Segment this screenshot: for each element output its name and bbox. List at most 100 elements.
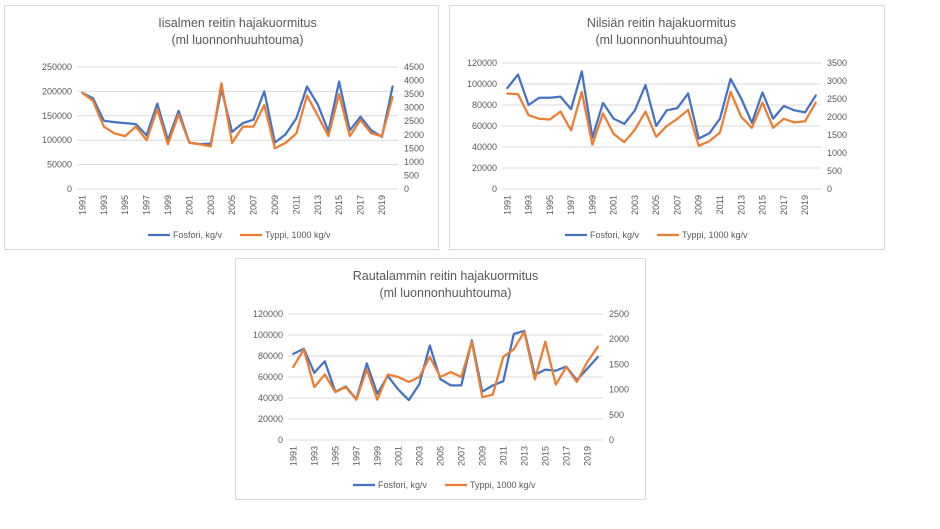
x-tick-label: 1997 — [566, 195, 576, 215]
y-right-tick-label: 1500 — [827, 130, 847, 140]
x-tick-label: 2005 — [227, 195, 237, 215]
y-right-tick-label: 3500 — [827, 58, 847, 68]
y-left-tick-label: 80000 — [472, 100, 497, 110]
x-tick-label: 2007 — [456, 446, 466, 466]
y-left-tick-label: 60000 — [472, 121, 497, 131]
x-tick-label: 1993 — [524, 195, 534, 215]
chart-svg: Rautalammin reitin hajakuormitus (ml luon… — [253, 269, 629, 490]
x-tick-label: 2019 — [377, 195, 387, 215]
x-tick-label: 1999 — [163, 195, 173, 215]
y-left-tick-label: 40000 — [258, 393, 283, 403]
series-line-typpi-1000-kg-v — [292, 330, 599, 401]
x-tick-label: 2003 — [206, 195, 216, 215]
chart-panel-nilsia: Nilsiän reitin hajakuormitus (ml luonnonh… — [449, 5, 885, 250]
y-right-tick-label: 1500 — [609, 359, 629, 369]
chart-title: Rautalammin reitin hajakuormitus — [353, 269, 539, 283]
chart-panel-iisalmi: Iisalmen reitin hajakuormitus (ml luonnon… — [4, 5, 439, 250]
x-tick-label: 2003 — [414, 446, 424, 466]
legend-label-fosfori-kg-v: Fosfori, kg/v — [173, 230, 223, 240]
y-right-tick-label: 1000 — [404, 157, 424, 167]
y-left-tick-label: 0 — [278, 435, 283, 445]
y-left-tick-label: 20000 — [472, 163, 497, 173]
x-tick-label: 2003 — [630, 195, 640, 215]
x-tick-label: 2009 — [270, 195, 280, 215]
legend-label-fosfori-kg-v: Fosfori, kg/v — [378, 480, 428, 490]
y-left-tick-label: 100000 — [42, 135, 72, 145]
y-right-tick-label: 0 — [404, 184, 409, 194]
y-left-tick-label: 100000 — [467, 79, 497, 89]
x-tick-label: 2011 — [715, 195, 725, 214]
series-line-fosfori-kg-v — [81, 80, 394, 146]
x-tick-label: 1999 — [372, 446, 382, 466]
legend-label-typpi-1000-kg-v: Typpi, 1000 kg/v — [682, 230, 748, 240]
y-right-tick-label: 4500 — [404, 62, 424, 72]
y-right-tick-label: 0 — [609, 435, 614, 445]
x-tick-label: 2019 — [800, 195, 810, 215]
y-left-tick-label: 100000 — [253, 330, 283, 340]
y-left-tick-label: 120000 — [467, 58, 497, 68]
x-tick-label: 1999 — [587, 195, 597, 215]
legend-label-fosfori-kg-v: Fosfori, kg/v — [590, 230, 640, 240]
y-left-tick-label: 20000 — [258, 414, 283, 424]
chart-svg: Iisalmen reitin hajakuormitus (ml luonnon… — [42, 16, 424, 240]
x-tick-label: 2001 — [609, 195, 619, 215]
x-tick-label: 1991 — [77, 195, 87, 215]
x-tick-label: 2017 — [779, 195, 789, 215]
y-right-tick-label: 2500 — [404, 116, 424, 126]
x-tick-label: 1993 — [309, 446, 319, 466]
x-tick-label: 2019 — [582, 446, 592, 466]
y-right-tick-label: 1000 — [827, 148, 847, 158]
x-tick-label: 2013 — [736, 195, 746, 215]
x-tick-label: 1997 — [142, 195, 152, 215]
y-left-tick-label: 0 — [67, 184, 72, 194]
y-right-tick-label: 1500 — [404, 143, 424, 153]
x-tick-label: 1995 — [120, 195, 130, 215]
x-tick-label: 2017 — [561, 446, 571, 466]
chart-title: Nilsiän reitin hajakuormitus — [587, 16, 736, 30]
x-tick-label: 2009 — [694, 195, 704, 215]
y-left-tick-label: 40000 — [472, 142, 497, 152]
y-right-tick-label: 4000 — [404, 76, 424, 86]
y-right-tick-label: 500 — [609, 410, 624, 420]
x-tick-label: 1991 — [502, 195, 512, 215]
series-line-typpi-1000-kg-v — [81, 82, 394, 150]
y-right-tick-label: 2000 — [827, 112, 847, 122]
x-tick-label: 2013 — [313, 195, 323, 215]
y-left-tick-label: 250000 — [42, 62, 72, 72]
chart-subtitle: (ml luonnonhuuhtouma) — [379, 286, 511, 300]
x-tick-label: 2007 — [672, 195, 682, 215]
legend-label-typpi-1000-kg-v: Typpi, 1000 kg/v — [265, 230, 331, 240]
x-tick-label: 2007 — [249, 195, 259, 215]
x-tick-label: 1991 — [288, 446, 298, 466]
series-line-fosfori-kg-v — [506, 70, 817, 140]
y-right-tick-label: 3000 — [404, 103, 424, 113]
chart-svg: Nilsiän reitin hajakuormitus (ml luonnonh… — [467, 16, 847, 240]
y-right-tick-label: 500 — [827, 166, 842, 176]
x-tick-label: 2011 — [498, 446, 508, 465]
y-right-tick-label: 2000 — [404, 130, 424, 140]
x-tick-label: 2015 — [758, 195, 768, 215]
chart-subtitle: (ml luonnonhuuhtouma) — [595, 33, 727, 47]
y-right-tick-label: 2000 — [609, 334, 629, 344]
y-right-tick-label: 3500 — [404, 89, 424, 99]
y-left-tick-label: 60000 — [258, 372, 283, 382]
x-tick-label: 2001 — [184, 195, 194, 215]
y-right-tick-label: 500 — [404, 170, 419, 180]
x-tick-label: 2009 — [477, 446, 487, 466]
y-right-tick-label: 2500 — [827, 94, 847, 104]
y-left-tick-label: 150000 — [42, 111, 72, 121]
chart-panel-rautalampi: Rautalammin reitin hajakuormitus (ml luon… — [235, 258, 646, 500]
x-tick-label: 2013 — [519, 446, 529, 466]
chart-title: Iisalmen reitin hajakuormitus — [158, 16, 316, 30]
y-right-tick-label: 2500 — [609, 309, 629, 319]
y-right-tick-label: 3000 — [827, 76, 847, 86]
y-left-tick-label: 120000 — [253, 309, 283, 319]
x-tick-label: 2015 — [334, 195, 344, 215]
y-left-tick-label: 200000 — [42, 86, 72, 96]
x-tick-label: 2017 — [356, 195, 366, 215]
x-tick-label: 2005 — [651, 195, 661, 215]
x-tick-label: 2011 — [291, 195, 301, 214]
y-left-tick-label: 0 — [492, 184, 497, 194]
y-right-tick-label: 1000 — [609, 385, 629, 395]
x-tick-label: 2005 — [435, 446, 445, 466]
